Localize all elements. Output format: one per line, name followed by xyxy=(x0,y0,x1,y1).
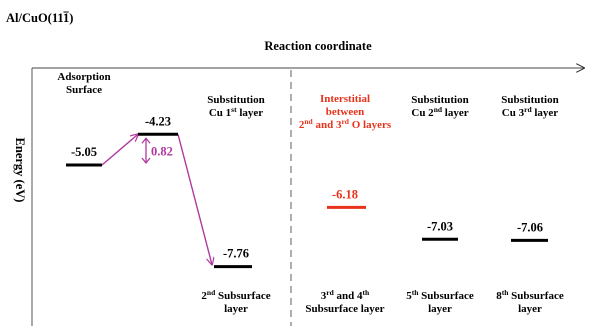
barrier-value: 0.82 xyxy=(151,145,173,159)
barrier-arrow-top-head xyxy=(141,137,151,144)
energy-value-label: -5.05 xyxy=(71,145,97,159)
state-label-bottom: Subsurface layer xyxy=(305,303,384,315)
path-to-product xyxy=(177,134,212,264)
x-axis-label: Reaction coordinate xyxy=(264,39,372,53)
state-label-bottom: layer xyxy=(518,303,542,315)
state-label-bottom: layer xyxy=(428,303,452,315)
state-label-top: 2nd and 3rd O layers xyxy=(299,117,392,132)
reaction-paths xyxy=(101,134,212,264)
state-label-top: Cu 3rd layer xyxy=(502,105,559,120)
state-label-bottom: 5th Subsurface xyxy=(406,288,474,303)
state-label-bottom: layer xyxy=(224,303,248,315)
state-label-top: Substitution xyxy=(411,94,468,106)
barrier-arrow-bottom-head xyxy=(141,157,151,165)
state-label-bottom: 2nd Subsurface xyxy=(201,288,270,303)
diagram-title: Al/CuO(111) xyxy=(6,11,73,25)
state-label-top: Cu 2nd layer xyxy=(411,105,468,120)
energy-value-label: -6.18 xyxy=(332,187,358,201)
state-label-bottom: 3rd and 4th xyxy=(321,288,370,303)
y-axis-label: Energy (eV) xyxy=(13,138,27,203)
energy-value-label: -4.23 xyxy=(145,114,171,128)
state-label-top: Adsorption xyxy=(57,71,110,83)
state-label-bottom: 8th Subsurface xyxy=(496,288,564,303)
state-label-top: Surface xyxy=(66,84,102,96)
energy-value-label: -7.76 xyxy=(223,247,249,261)
state-label-top: between xyxy=(326,106,365,118)
energy-value-label: -7.03 xyxy=(427,219,453,233)
energy-value-label: -7.06 xyxy=(517,220,543,234)
state-label-top: Interstitial xyxy=(320,93,370,105)
path-to-transition-state xyxy=(101,134,138,166)
state-label-top: Cu 1st layer xyxy=(209,105,263,120)
state-label-top: Substitution xyxy=(207,94,264,106)
state-label-top: Substitution xyxy=(501,94,558,106)
